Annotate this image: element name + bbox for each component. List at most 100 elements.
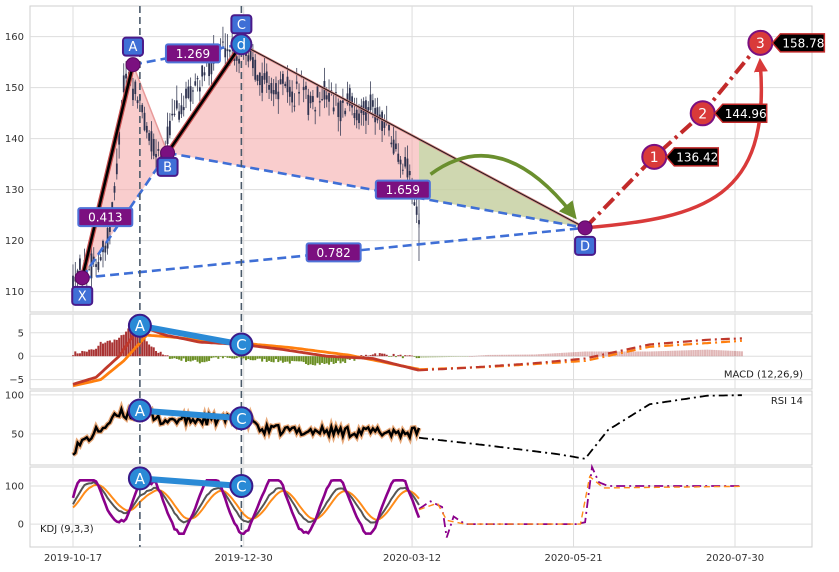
candle-body [136, 100, 139, 104]
candle-body [321, 99, 324, 101]
candle-body [115, 163, 118, 175]
macd-bar [224, 356, 227, 357]
macd-bar [235, 356, 238, 359]
macd-bar [360, 355, 363, 357]
macd-bar [454, 356, 457, 357]
macd-bar [221, 356, 224, 359]
macd-bar [159, 351, 162, 357]
macd-bar [644, 351, 647, 357]
candle-body [249, 45, 252, 60]
macd-bar [653, 351, 656, 357]
y-tick-label-macd: −5 [9, 375, 24, 386]
macd-bar [401, 356, 404, 359]
x-tick-label: 2020-07-30 [706, 553, 764, 564]
target-path [583, 41, 762, 230]
rsi-label: RSI 14 [771, 396, 803, 407]
candle-body [295, 81, 298, 84]
macd-bar [217, 356, 220, 359]
macd-bar [371, 354, 374, 357]
macd-bar [715, 350, 718, 357]
macd-bar [258, 356, 261, 359]
y-tick-label-kdj: 0 [18, 520, 24, 531]
macd-bar [634, 351, 637, 357]
candle-body [305, 85, 307, 90]
macd-bar [685, 350, 688, 357]
candle-body [102, 240, 104, 253]
macd-bar [104, 342, 107, 357]
candle-body [314, 109, 317, 112]
macd-bar [706, 349, 709, 357]
candle-body [376, 107, 379, 121]
macd-bar [115, 339, 118, 357]
macd-bar [265, 356, 268, 362]
macd-bar [731, 350, 734, 357]
candle-body [125, 73, 127, 79]
macd-bar [309, 356, 312, 365]
macd-bar [441, 356, 444, 358]
macd-bar [321, 356, 324, 363]
candle-body [335, 92, 337, 94]
macd-bar [274, 356, 277, 360]
divergence-marker [127, 398, 152, 423]
macd-bar [618, 351, 621, 357]
macd-bar [623, 351, 626, 357]
candle-body [201, 65, 204, 77]
macd-bar [194, 356, 197, 360]
point-label-box [230, 14, 253, 35]
macd-bar [288, 356, 291, 364]
candle-body [99, 257, 102, 261]
macd-bar [244, 356, 247, 361]
macd-bar [168, 356, 171, 359]
candle-body [113, 186, 116, 193]
macd-bar [228, 356, 231, 358]
macd-bar [185, 356, 188, 362]
macd-bar [554, 353, 557, 357]
macd-bar [307, 356, 310, 366]
macd-bar [561, 352, 564, 357]
macd-bar [496, 354, 499, 357]
candle-body [415, 206, 418, 215]
macd-label: MACD (12,26,9) [724, 369, 803, 380]
macd-bar [489, 354, 492, 357]
macd-bar [537, 354, 540, 357]
macd-bar [501, 354, 504, 357]
macd-bar [240, 356, 243, 360]
macd-bar [678, 350, 681, 357]
macd-bar [161, 354, 164, 357]
y-tick-label-macd: 5 [18, 328, 24, 339]
divergence-label-c: C [236, 478, 246, 496]
macd-bar [286, 356, 289, 362]
macd-bar [471, 356, 474, 357]
macd-bar [279, 356, 282, 361]
macd-bar [563, 352, 566, 357]
candle-body [339, 100, 342, 122]
macd-bar [724, 350, 727, 357]
divergence-marker [127, 466, 152, 491]
candle-body [288, 86, 291, 97]
candle-body [178, 111, 181, 120]
macd-bar [597, 351, 600, 357]
macd-bar [175, 356, 178, 359]
macd-bar [210, 356, 213, 359]
macd-bar [540, 354, 543, 357]
ratio-box [305, 242, 362, 263]
x-tick-label: 2019-12-30 [215, 553, 273, 564]
macd-bar [676, 350, 679, 357]
macd-bar [122, 334, 125, 357]
candle-body [284, 83, 287, 86]
macd-bar [374, 353, 377, 357]
macd-bar [475, 355, 478, 357]
x-tick-label: 2020-03-12 [383, 553, 441, 564]
candle-body [185, 88, 187, 99]
macd-bar [219, 356, 222, 357]
macd-bar [579, 351, 582, 357]
macd-bar [664, 350, 667, 357]
macd-bar [205, 356, 208, 362]
macd-bar [600, 351, 603, 357]
candle-body [196, 78, 199, 80]
candle-body [88, 269, 91, 271]
macd-bar [148, 344, 151, 357]
target-value-box [665, 147, 720, 167]
